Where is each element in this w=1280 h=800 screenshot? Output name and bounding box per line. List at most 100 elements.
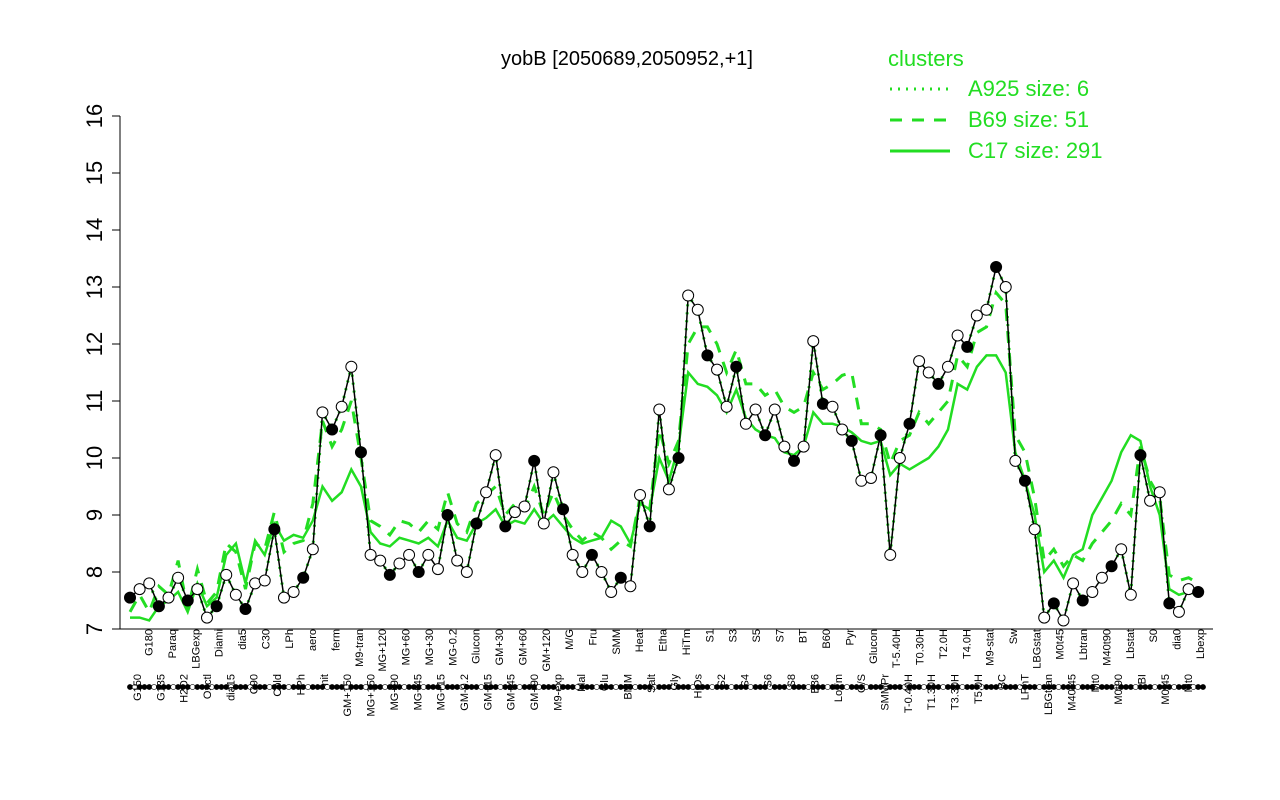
condition-marker [382,684,388,690]
x-tick-label: S0 [1148,629,1160,642]
x-tick-label: Paraq [167,629,179,658]
x-tick-label: HiOs [693,674,705,699]
x-tick-label: GM-0.2 [459,674,471,711]
data-point [922,366,935,379]
x-tick-label: M0t90 [1113,674,1125,705]
data-point [480,486,493,499]
x-tick-label: G150 [132,674,144,701]
x-tick-label: LPh [284,629,296,649]
x-tick-label: Oxctl [202,674,214,699]
condition-marker [892,684,898,690]
data-point [162,591,175,604]
data-point [172,571,185,584]
condition-marker [733,684,740,690]
expression-profile-line [129,264,1199,623]
data-point [1192,585,1205,598]
condition-marker [1012,684,1019,690]
data-point [980,303,993,316]
data-point [518,500,531,513]
x-tick-label: M9-exp [552,674,564,711]
condition-marker [377,684,384,690]
y-tick-label-9: 9 [82,509,107,521]
data-point [1018,474,1031,487]
x-tick-label: M40t45 [1066,674,1078,711]
legend: clusters A925 size: 6 B69 size: 51 C17 siz… [888,46,1103,163]
condition-marker [425,684,432,690]
x-tick-label: GM+30 [494,629,506,665]
y-tick-label-15: 15 [82,161,107,185]
data-point [999,281,1012,293]
x-tick-label: S4 [739,674,751,687]
condition-marker [916,684,923,690]
condition-marker [194,684,201,690]
data-point [768,403,781,416]
data-point [1076,594,1089,607]
condition-marker [704,684,711,690]
y-tick-label-8: 8 [82,566,107,578]
legend-label-solid: C17 size: 291 [968,138,1103,163]
data-point [864,471,877,484]
data-point [345,360,358,373]
x-tick-label: S3 [728,629,740,642]
x-tick-label: Sw [1008,629,1020,644]
x-tick-label: GM+45 [506,674,518,710]
y-axis: 7 8 9 10 11 12 13 14 15 16 [82,104,120,635]
points-layer [124,261,1205,627]
plot-frame [119,116,1213,630]
x-tick-label: dia0 [1172,629,1184,650]
x-tick-label: ferm [330,629,342,651]
condition-marker [752,684,759,690]
condition-marker [824,684,831,690]
data-point [354,446,367,459]
data-point [1153,486,1166,499]
data-point [749,403,762,416]
x-tick-label: Mal [576,674,588,692]
data-point [508,506,521,519]
series-layer [128,262,1199,625]
condition-marker [1036,684,1043,690]
x-tick-label: aero [307,629,319,651]
data-point [316,406,329,419]
x-tick-label: T-5.40H [891,629,903,668]
condition-marker [844,684,850,690]
data-point [961,340,974,353]
x-tick-label: Mt0 [1183,674,1195,692]
x-tick-label: MG+15 [436,674,448,710]
condition-marker [449,684,456,690]
data-point [287,585,300,598]
data-point [306,543,319,556]
data-point [893,452,906,464]
x-tick-label: T4.0H [961,629,973,659]
x-tick-label: MG-0.2 [447,629,459,666]
condition-marker [1103,684,1110,690]
data-point [441,509,454,521]
data-point [403,548,416,561]
condition-marker [1171,684,1178,690]
data-point [557,503,570,516]
x-tick-label: Lbstat [1125,629,1137,659]
condition-marker [872,684,879,690]
condition-marker [589,684,595,690]
data-point [778,440,791,453]
condition-marker [848,684,855,690]
x-tick-label: GM+90 [529,674,541,710]
x-tick-label: M0t45 [1160,674,1172,705]
x-tick-label: G180 [144,629,156,656]
x-tick-label: Etha [658,628,670,652]
x-tick-label: HPh [295,674,307,695]
y-tick-label-7: 7 [82,623,107,635]
x-tick-label: SMM [611,629,623,655]
condition-marker [237,684,244,690]
data-point [181,594,194,607]
x-tick-label: GM+60 [517,629,529,665]
data-point [277,591,290,604]
condition-marker [637,684,643,690]
condition-marker [1079,684,1086,690]
condition-marker [800,684,807,690]
condition-marker [964,684,971,690]
data-point [460,566,473,578]
data-point [489,449,502,462]
data-point [903,417,916,430]
x-tick-label: T2.0H [938,629,950,659]
